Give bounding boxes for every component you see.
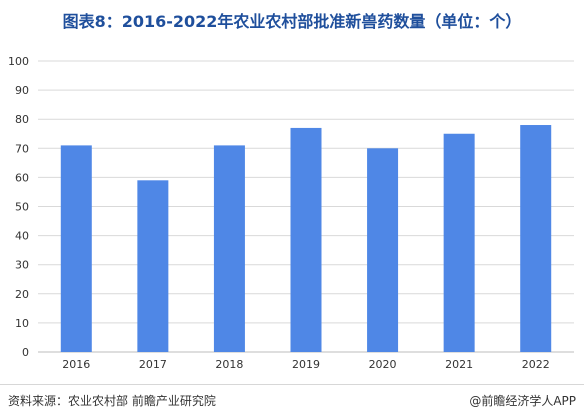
y-tick-label: 100 [8, 55, 29, 68]
bar [520, 125, 552, 353]
x-tick-label: 2019 [292, 358, 320, 371]
x-tick-label: 2018 [215, 358, 243, 371]
bars [60, 125, 552, 353]
x-tick-label: 2017 [139, 358, 167, 371]
y-tick-label: 70 [15, 142, 29, 155]
chart-title: 图表8：2016-2022年农业农村部批准新兽药数量（单位：个） [62, 12, 522, 31]
brand-text: @前瞻经济学人APP [469, 394, 576, 408]
y-tick-label: 50 [15, 201, 29, 214]
y-tick-label: 40 [15, 230, 29, 243]
x-tick-label: 2016 [62, 358, 90, 371]
y-tick-label: 20 [15, 288, 29, 301]
bar [367, 148, 399, 352]
source-text: 资料来源：农业农村部 前瞻产业研究院 [8, 394, 216, 408]
x-tick-label: 2022 [522, 358, 550, 371]
bar [213, 145, 245, 352]
y-tick-label: 0 [22, 346, 29, 359]
footer-divider [0, 384, 584, 385]
x-tick-label: 2021 [445, 358, 473, 371]
y-tick-label: 30 [15, 259, 29, 272]
y-tick-label: 10 [15, 317, 29, 330]
x-axis: 2016 2017 2018 2019 2020 2021 2022 [62, 358, 549, 371]
y-tick-label: 80 [15, 113, 29, 126]
y-axis: 0 10 20 30 40 50 60 70 80 90 100 [8, 55, 29, 359]
x-tick-label: 2020 [369, 358, 397, 371]
bar [60, 145, 92, 352]
bar [443, 133, 475, 352]
bar [137, 180, 169, 352]
y-tick-label: 90 [15, 84, 29, 97]
bar [290, 127, 322, 353]
y-tick-label: 60 [15, 171, 29, 184]
